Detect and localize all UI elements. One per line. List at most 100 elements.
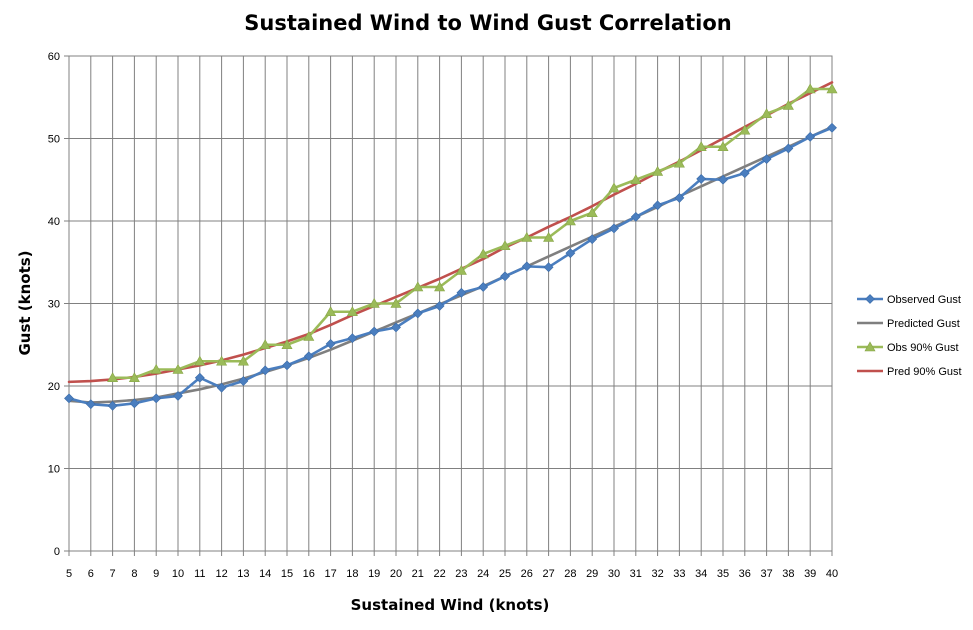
series-layer — [64, 81, 838, 411]
legend-label: Predicted Gust — [887, 318, 960, 330]
x-tick-label-8: 8 — [131, 568, 137, 580]
point-obs-90-gust-13 — [237, 355, 249, 366]
point-observed-gust-20 — [391, 322, 401, 333]
point-observed-gust-17 — [325, 339, 336, 349]
x-tick-label-6: 6 — [88, 568, 94, 580]
point-observed-gust-11 — [194, 372, 205, 383]
x-tick-label-32: 32 — [651, 568, 663, 580]
point-obs-90-gust-36 — [739, 124, 751, 135]
x-tick-label-24: 24 — [477, 568, 489, 580]
x-tick-label-21: 21 — [412, 568, 424, 580]
x-axis-label: Sustained Wind (knots) — [351, 596, 550, 614]
point-observed-gust-30 — [609, 223, 619, 234]
point-observed-gust-38 — [783, 143, 794, 154]
point-obs-90-gust-21 — [412, 281, 424, 292]
x-tick-label-25: 25 — [499, 568, 511, 580]
series-line-observed-gust — [67, 126, 834, 408]
point-obs-90-gust-35 — [717, 141, 729, 152]
y-tick-label-0: 0 — [54, 546, 60, 558]
y-tick-label-40: 40 — [48, 216, 60, 228]
point-obs-90-gust-8 — [128, 372, 140, 383]
point-observed-gust-34 — [696, 174, 707, 184]
x-tick-label-37: 37 — [760, 568, 772, 580]
point-obs-90-gust-23 — [455, 264, 467, 275]
point-obs-90-gust-16 — [303, 330, 315, 341]
x-tick-label-13: 13 — [237, 568, 249, 580]
x-tick-label-20: 20 — [390, 568, 402, 580]
point-obs-90-gust-34 — [695, 141, 707, 152]
point-obs-90-gust-18 — [346, 306, 358, 317]
point-obs-90-gust-38 — [782, 99, 794, 110]
legend-label: Obs 90% Gust — [887, 342, 959, 354]
legend-marker — [864, 341, 876, 352]
point-observed-gust-23 — [456, 287, 467, 298]
x-tick-label-14: 14 — [259, 568, 271, 580]
x-tick-label-39: 39 — [804, 568, 816, 580]
grid — [68, 55, 833, 552]
point-observed-gust-15 — [282, 360, 292, 371]
legend-item-pred-90-gust: Pred 90% Gust — [857, 366, 962, 378]
point-observed-gust-25 — [500, 271, 510, 282]
legend-label: Pred 90% Gust — [887, 366, 962, 378]
x-tick-label-23: 23 — [455, 568, 467, 580]
point-obs-90-gust-30 — [608, 182, 620, 193]
plot-frame — [64, 55, 833, 556]
point-obs-90-gust-37 — [761, 108, 773, 119]
x-tick-label-19: 19 — [368, 568, 380, 580]
point-obs-90-gust-29 — [586, 207, 598, 218]
point-obs-90-gust-9 — [150, 363, 162, 374]
point-observed-gust-16 — [303, 351, 314, 362]
x-tick-label-34: 34 — [695, 568, 707, 580]
point-observed-gust-9 — [151, 393, 162, 404]
x-tick-label-35: 35 — [717, 568, 729, 580]
legend-item-obs-90-gust: Obs 90% Gust — [857, 341, 959, 354]
point-obs-90-gust-22 — [434, 281, 446, 292]
x-tick-label-18: 18 — [346, 568, 358, 580]
x-tick-label-30: 30 — [608, 568, 620, 580]
point-obs-90-gust-17 — [325, 306, 337, 317]
x-tick-labels: 5 6 7 8 9 10 11 12 13 14 15 16 17 18 19 20 21 22 23 24 25 26 2… — [66, 568, 838, 580]
point-obs-90-gust-7 — [107, 372, 119, 383]
point-obs-90-gust-15 — [281, 339, 293, 350]
x-tick-label-33: 33 — [673, 568, 685, 580]
y-tick-label-10: 10 — [48, 464, 60, 476]
point-obs-90-gust-10 — [172, 363, 184, 374]
y-tick-label-50: 50 — [48, 134, 60, 146]
x-tick-label-27: 27 — [542, 568, 554, 580]
y-axis-label: Gust (knots) — [16, 250, 34, 355]
point-obs-90-gust-39 — [804, 83, 816, 94]
point-obs-90-gust-33 — [673, 157, 685, 168]
series-obs-90-gust — [107, 83, 838, 383]
point-observed-gust-22 — [434, 301, 445, 311]
point-observed-gust-12 — [216, 382, 227, 393]
legend-item-predicted-gust: Predicted Gust — [857, 318, 960, 330]
point-observed-gust-19 — [369, 326, 380, 337]
series-pred-90-gust — [67, 81, 834, 384]
x-tick-label-40: 40 — [826, 568, 838, 580]
x-tick-label-16: 16 — [303, 568, 315, 580]
point-observed-gust-33 — [674, 192, 685, 203]
point-observed-gust-5 — [64, 393, 74, 404]
y-tick-label-30: 30 — [48, 299, 60, 311]
legend-label: Observed Gust — [887, 294, 961, 306]
series-line-pred-90-gust — [67, 81, 834, 384]
point-observed-gust-26 — [521, 261, 532, 272]
x-tick-label-15: 15 — [281, 568, 293, 580]
point-obs-90-gust-27 — [543, 231, 555, 242]
legend-marker — [865, 294, 875, 304]
point-observed-gust-10 — [173, 390, 183, 401]
x-tick-label-38: 38 — [782, 568, 794, 580]
point-observed-gust-40 — [827, 122, 837, 133]
x-tick-label-11: 11 — [194, 568, 205, 580]
point-obs-90-gust-19 — [368, 297, 380, 308]
point-obs-90-gust-32 — [652, 165, 664, 176]
x-tick-label-22: 22 — [433, 568, 445, 580]
point-observed-gust-7 — [107, 400, 118, 411]
point-observed-gust-35 — [718, 174, 728, 185]
point-obs-90-gust-14 — [259, 339, 271, 350]
point-observed-gust-27 — [543, 262, 554, 273]
y-tick-label-20: 20 — [48, 381, 60, 393]
x-tick-label-17: 17 — [324, 568, 336, 580]
point-obs-90-gust-31 — [630, 174, 642, 185]
